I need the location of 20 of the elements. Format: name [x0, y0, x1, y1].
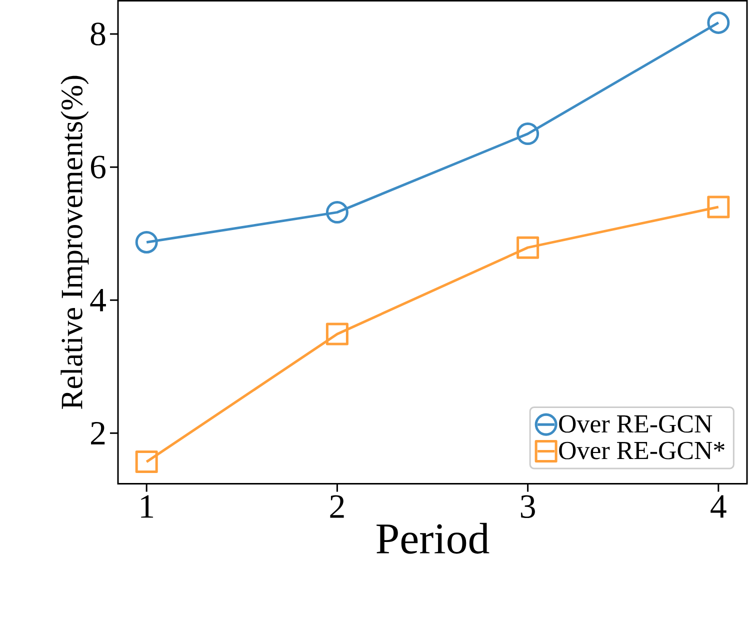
point	[326, 201, 348, 224]
x-tick-label: 3	[520, 495, 535, 518]
point	[135, 450, 158, 474]
x-tick-label: 4	[710, 495, 726, 518]
y-axis-title: Relative Improvements(%)	[60, 76, 89, 410]
point	[326, 322, 348, 346]
y-tick-label: 4	[90, 289, 106, 312]
y-tick-label: 8	[90, 22, 106, 46]
x-tick-label: 2	[330, 495, 344, 518]
point	[135, 231, 158, 254]
point	[516, 122, 540, 146]
x-tick-label: 1	[141, 495, 154, 518]
point	[707, 12, 730, 34]
legend-label: Over RE-GCN	[559, 415, 712, 433]
legend-label: Over RE-GCN*	[559, 442, 724, 460]
point	[516, 236, 540, 259]
x-axis-title: Period	[376, 523, 490, 554]
point	[707, 196, 730, 218]
y-tick-label: 6	[90, 156, 106, 179]
y-tick-label: 2	[91, 422, 105, 445]
